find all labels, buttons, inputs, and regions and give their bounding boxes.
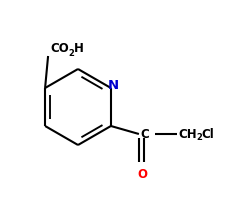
Text: C: C	[140, 128, 149, 141]
Text: 2: 2	[68, 49, 74, 58]
Text: H: H	[74, 42, 84, 55]
Text: CO: CO	[50, 42, 69, 55]
Text: CH: CH	[178, 128, 196, 141]
Text: O: O	[137, 167, 147, 180]
Text: Cl: Cl	[201, 128, 214, 141]
Text: 2: 2	[196, 133, 202, 142]
Text: N: N	[107, 79, 119, 92]
